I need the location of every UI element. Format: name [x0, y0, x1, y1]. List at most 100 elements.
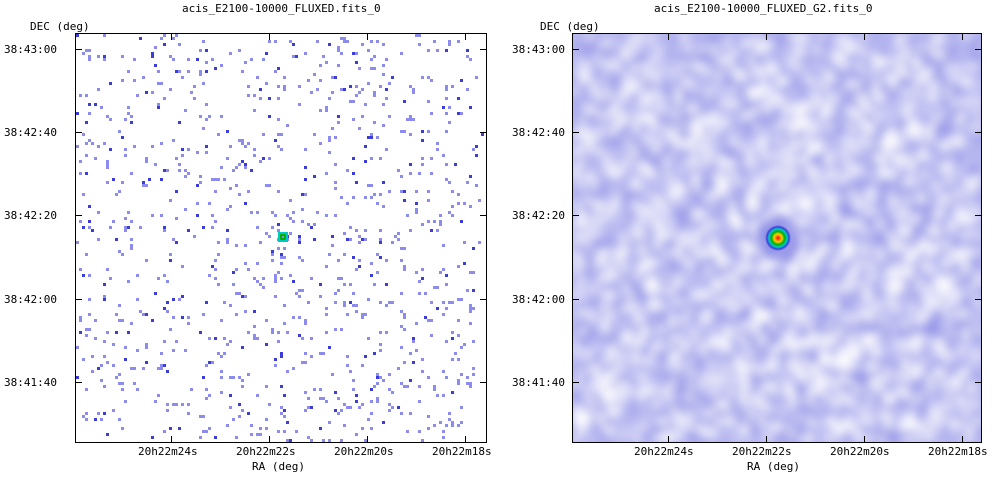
- smoothed-cell: [789, 154, 795, 160]
- smoothed-cell: [663, 178, 669, 184]
- smoothed-cell: [867, 346, 873, 352]
- event-pixel: [352, 196, 355, 199]
- smoothed-cell: [663, 106, 669, 112]
- smoothed-cell: [867, 352, 873, 358]
- smoothed-cell: [621, 172, 627, 178]
- smoothed-cell: [717, 232, 723, 238]
- smoothed-cell: [657, 130, 663, 136]
- event-pixel: [280, 256, 283, 259]
- smoothed-cell: [651, 124, 657, 130]
- smoothed-cell: [591, 142, 597, 148]
- event-pixel: [466, 289, 469, 292]
- smoothed-cell: [969, 226, 975, 232]
- smoothed-cell: [969, 46, 975, 52]
- smoothed-cell: [801, 220, 807, 226]
- smoothed-cell: [795, 160, 801, 166]
- smoothed-cell: [951, 304, 957, 310]
- event-pixel: [388, 409, 391, 412]
- event-pixel: [355, 52, 358, 55]
- smoothed-cell: [897, 238, 903, 244]
- smoothed-cell: [891, 304, 897, 310]
- smoothed-cell: [801, 190, 807, 196]
- event-pixel: [388, 373, 391, 376]
- event-pixel: [355, 94, 358, 97]
- smoothed-cell: [759, 94, 765, 100]
- smoothed-cell: [693, 100, 699, 106]
- smoothed-cell: [579, 142, 585, 148]
- event-pixel: [88, 205, 91, 208]
- smoothed-cell: [927, 202, 933, 208]
- smoothed-cell: [837, 292, 843, 298]
- smoothed-cell: [669, 88, 675, 94]
- smoothed-cell: [783, 214, 789, 220]
- event-pixel: [412, 118, 415, 121]
- smoothed-cell: [975, 292, 981, 298]
- smoothed-cell: [759, 34, 765, 40]
- smoothed-cell: [669, 202, 675, 208]
- smoothed-cell: [717, 118, 723, 124]
- smoothed-cell: [753, 82, 759, 88]
- smoothed-cell: [777, 118, 783, 124]
- event-pixel: [316, 211, 319, 214]
- smoothed-cell: [837, 70, 843, 76]
- smoothed-cell: [921, 364, 927, 370]
- smoothed-cell: [843, 310, 849, 316]
- smoothed-cell: [825, 34, 831, 40]
- event-pixel: [79, 316, 82, 319]
- event-pixel: [310, 355, 313, 358]
- smoothed-cell: [801, 226, 807, 232]
- smoothed-cell: [723, 106, 729, 112]
- event-pixel: [325, 400, 328, 403]
- smoothed-cell: [693, 256, 699, 262]
- smoothed-cell: [705, 304, 711, 310]
- smoothed-cell: [903, 40, 909, 46]
- smoothed-cell: [819, 238, 825, 244]
- smoothed-cell: [669, 298, 675, 304]
- event-pixel: [328, 139, 331, 142]
- event-pixel: [370, 67, 373, 70]
- smoothed-cell: [573, 232, 579, 238]
- smoothed-cell: [675, 166, 681, 172]
- smoothed-cell: [621, 352, 627, 358]
- event-pixel: [427, 190, 430, 193]
- smoothed-cell: [789, 88, 795, 94]
- smoothed-cell: [729, 88, 735, 94]
- smoothed-cell: [591, 70, 597, 76]
- smoothed-cell: [621, 232, 627, 238]
- event-pixel: [325, 106, 328, 109]
- smoothed-cell: [669, 226, 675, 232]
- event-pixel: [421, 130, 424, 133]
- smoothed-cell: [717, 172, 723, 178]
- event-pixel: [217, 241, 220, 244]
- event-pixel: [358, 259, 361, 262]
- smoothed-cell: [603, 130, 609, 136]
- smoothed-cell: [633, 226, 639, 232]
- smoothed-cell: [705, 34, 711, 40]
- smoothed-cell: [813, 334, 819, 340]
- smoothed-cell: [723, 220, 729, 226]
- smoothed-cell: [819, 166, 825, 172]
- smoothed-cell: [705, 346, 711, 352]
- event-pixel: [274, 139, 277, 142]
- smoothed-cell: [855, 64, 861, 70]
- smoothed-cell: [849, 298, 855, 304]
- smoothed-cell: [591, 208, 597, 214]
- smoothed-cell: [945, 358, 951, 364]
- smoothed-cell: [831, 304, 837, 310]
- event-pixel: [220, 166, 223, 169]
- smoothed-cell: [789, 328, 795, 334]
- event-pixel: [400, 190, 403, 193]
- event-pixel: [337, 277, 340, 280]
- event-pixel: [202, 82, 205, 85]
- smoothed-cell: [963, 280, 969, 286]
- smoothed-cell: [585, 166, 591, 172]
- smoothed-cell: [825, 214, 831, 220]
- smoothed-cell: [885, 292, 891, 298]
- smoothed-cell: [759, 340, 765, 346]
- smoothed-cell: [783, 256, 789, 262]
- smoothed-cell: [819, 172, 825, 178]
- source-pixel: [282, 236, 284, 238]
- smoothed-cell: [819, 334, 825, 340]
- smoothed-cell: [777, 76, 783, 82]
- smoothed-cell: [873, 370, 879, 376]
